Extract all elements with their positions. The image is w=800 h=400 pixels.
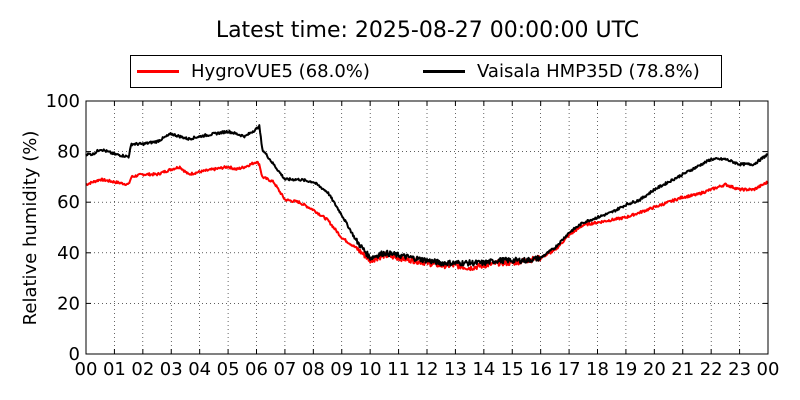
x-tick-label: 09 <box>330 359 353 380</box>
grid-layer <box>86 101 768 354</box>
y-tick-label: 80 <box>57 142 80 163</box>
y-tick-label: 20 <box>57 293 80 314</box>
x-tick-label: 14 <box>472 359 495 380</box>
x-tick-label: 06 <box>245 359 268 380</box>
x-tick-label: 15 <box>501 359 524 380</box>
x-tick-label: 02 <box>131 359 154 380</box>
x-tick-label: 22 <box>700 359 723 380</box>
legend: HygroVUE5 (68.0%) Vaisala HMP35D (78.8%) <box>130 55 722 88</box>
x-tick-label: 03 <box>160 359 183 380</box>
x-tick-label: 19 <box>614 359 637 380</box>
x-tick-label: 11 <box>387 359 410 380</box>
x-tick-label: 07 <box>273 359 296 380</box>
series-line-vaisala <box>85 124 769 267</box>
x-tick-label: 20 <box>643 359 666 380</box>
legend-label-hygrovue5: HygroVUE5 (68.0%) <box>191 61 370 82</box>
y-tick-label: 40 <box>57 243 80 264</box>
series-layer <box>85 124 769 272</box>
x-tick-label: 00 <box>75 359 98 380</box>
x-tick-label: 10 <box>359 359 382 380</box>
y-tick-label: 0 <box>69 344 80 365</box>
x-tick-label: 08 <box>302 359 325 380</box>
x-tick-label: 12 <box>416 359 439 380</box>
x-tick-label: 21 <box>671 359 694 380</box>
x-tick-label: 18 <box>586 359 609 380</box>
x-tick-label: 13 <box>444 359 467 380</box>
x-tick-label: 00 <box>757 359 780 380</box>
legend-swatch-hygrovue5 <box>137 69 179 73</box>
y-axis-title: Relative humidity (%) <box>20 131 41 326</box>
x-tick-label: 04 <box>188 359 211 380</box>
legend-item-hygrovue5: HygroVUE5 (68.0%) <box>137 61 370 82</box>
x-tick-label: 16 <box>529 359 552 380</box>
chart-title: Latest time: 2025-08-27 00:00:00 UTC <box>215 18 640 43</box>
x-tick-label: 05 <box>217 359 240 380</box>
tick-layer: 00 01 02 03 04 05 06 07 08 09 10 11 12 13 14 15 16 17 18 19… <box>46 91 780 380</box>
legend-swatch-vaisala <box>423 69 465 73</box>
legend-label-vaisala: Vaisala HMP35D (78.8%) <box>477 61 700 82</box>
legend-item-vaisala: Vaisala HMP35D (78.8%) <box>423 61 700 82</box>
y-tick-label: 100 <box>46 91 80 112</box>
x-tick-label: 23 <box>728 359 751 380</box>
x-tick-label: 17 <box>558 359 581 380</box>
x-tick-label: 01 <box>103 359 126 380</box>
y-tick-label: 60 <box>57 192 80 213</box>
